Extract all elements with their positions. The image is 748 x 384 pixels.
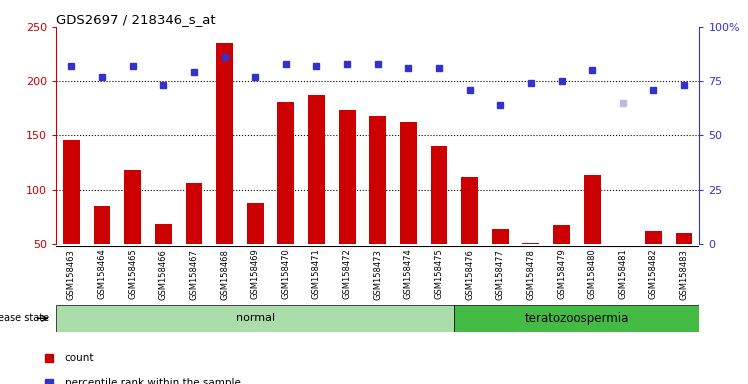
Bar (63, 140, 80, 244)
Text: disease state: disease state (0, 313, 49, 323)
Bar (492, 228, 509, 244)
Bar (522, 243, 539, 244)
Text: GSM158481: GSM158481 (619, 249, 628, 300)
Bar (155, 224, 172, 244)
Bar (462, 177, 478, 244)
Text: GSM158472: GSM158472 (343, 249, 352, 300)
Bar (645, 231, 662, 244)
Text: GSM158475: GSM158475 (435, 249, 444, 300)
Text: GSM158467: GSM158467 (189, 249, 198, 300)
Bar (400, 122, 417, 244)
Text: GSM158466: GSM158466 (159, 249, 168, 300)
Text: GSM158473: GSM158473 (373, 249, 382, 300)
Text: GSM158468: GSM158468 (220, 249, 229, 300)
Text: count: count (64, 353, 94, 363)
Text: percentile rank within the sample: percentile rank within the sample (64, 378, 241, 384)
Text: GSM158469: GSM158469 (251, 249, 260, 300)
Bar (186, 183, 203, 244)
Bar (431, 146, 447, 244)
Text: normal: normal (236, 313, 275, 323)
Bar (339, 111, 355, 244)
Text: GSM158465: GSM158465 (128, 249, 137, 300)
Text: GSM158463: GSM158463 (67, 249, 76, 300)
Bar (370, 116, 386, 244)
Text: GSM158476: GSM158476 (465, 249, 474, 300)
Bar (308, 95, 325, 244)
Text: GSM158480: GSM158480 (588, 249, 597, 300)
Text: GSM158479: GSM158479 (557, 249, 566, 300)
Bar (675, 233, 693, 244)
Bar (124, 170, 141, 244)
Text: GSM158470: GSM158470 (281, 249, 290, 300)
Text: GSM158464: GSM158464 (97, 249, 106, 300)
Text: GSM158477: GSM158477 (496, 249, 505, 300)
Bar (583, 175, 601, 244)
Bar (454, 305, 699, 332)
Bar (94, 206, 111, 244)
Bar (553, 225, 570, 244)
Bar (216, 43, 233, 244)
Text: GSM158474: GSM158474 (404, 249, 413, 300)
Bar (247, 203, 263, 244)
Text: GSM158471: GSM158471 (312, 249, 321, 300)
Text: GSM158483: GSM158483 (680, 249, 689, 300)
Text: GSM158482: GSM158482 (649, 249, 658, 300)
Text: GSM158478: GSM158478 (527, 249, 536, 300)
Bar (278, 102, 294, 244)
Bar (56, 305, 454, 332)
Text: teratozoospermia: teratozoospermia (524, 312, 629, 325)
Text: GDS2697 / 218346_s_at: GDS2697 / 218346_s_at (56, 13, 215, 26)
